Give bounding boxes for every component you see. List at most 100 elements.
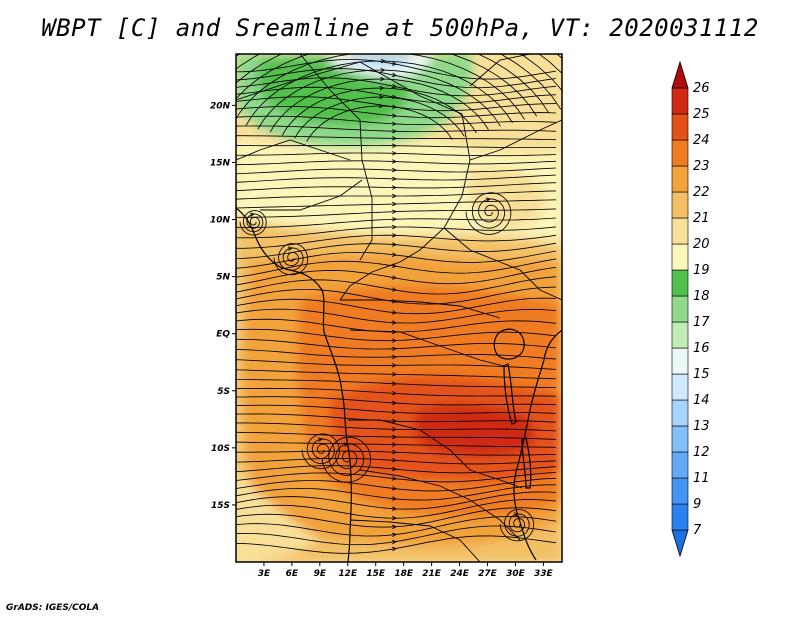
colorbar-label: 26	[693, 81, 710, 96]
colorbar-swatch	[671, 373, 689, 401]
streamline-arrow	[379, 85, 385, 91]
colorbar-swatch	[671, 243, 689, 271]
streamline-arrow	[392, 442, 398, 447]
streamline-arrow	[391, 410, 398, 415]
colorbar-label: 15	[693, 367, 710, 382]
streamline-arrow	[317, 437, 324, 442]
streamline-arrow	[485, 197, 492, 202]
streamline	[257, 69, 501, 130]
streamline-arrow	[391, 275, 398, 280]
streamline-arrow	[391, 310, 398, 315]
streamlines	[236, 5, 562, 554]
colorbar-label: 24	[693, 133, 710, 148]
y-tick-label: 5N	[216, 273, 230, 283]
colorbar-swatch	[671, 87, 689, 115]
streamline-arrow	[392, 354, 398, 360]
west-africa-coastline	[236, 207, 352, 562]
colorbar-label: 22	[693, 185, 710, 200]
colorbar-swatch	[671, 399, 689, 427]
y-axis: 20N 15N 10N 5N EQ 5S 10S 15S	[210, 101, 236, 511]
streamline-arrow	[392, 233, 398, 238]
x-tick-label: 15E	[366, 569, 386, 579]
streamline-arrow	[392, 176, 398, 182]
y-tick-label: 15S	[211, 501, 230, 511]
streamline-arrow	[391, 363, 398, 368]
colorbar-label: 11	[693, 471, 710, 486]
x-tick-label: 30E	[506, 569, 526, 579]
streamline-arrow	[392, 167, 398, 173]
streamline-arrow	[381, 58, 387, 64]
streamline-arrow	[391, 242, 398, 247]
streamline	[294, 96, 465, 139]
colorbar-swatch	[671, 217, 689, 245]
streamline-arrow	[391, 61, 398, 66]
x-tick-label: 9E	[314, 569, 327, 579]
streamline-arrow	[384, 5, 388, 9]
colorbar-label: 16	[693, 341, 710, 356]
streamline-arrow	[392, 128, 398, 134]
streamline-arrow	[391, 113, 398, 118]
streamline-arrow	[392, 371, 398, 377]
streamline-arrow	[513, 512, 520, 517]
lake-tanganyika	[503, 363, 517, 425]
x-tick-label: 33E	[534, 569, 554, 579]
streamline-arrow	[392, 217, 398, 222]
y-tick-label: 5S	[217, 387, 230, 397]
y-tick-label: 20N	[210, 101, 231, 111]
colorbar: 7 9 11 12 13 14 15 16 17 18 19 20 21 22 23 24 25 26	[671, 60, 710, 558]
streamline-arrow	[391, 143, 398, 148]
streamline-arrow	[392, 193, 398, 199]
x-tick-label: 3E	[258, 569, 271, 579]
x-axis: 3E 6E 9E 12E 15E 18E 21E 24E 27E 30E 33E	[258, 562, 554, 579]
streamline-arrow	[380, 76, 386, 82]
streamline-arrow	[378, 103, 384, 109]
streamline-arrow	[391, 287, 398, 292]
colorbar-label: 20	[693, 237, 710, 252]
streamline-arrow	[391, 83, 398, 89]
map-frame	[235, 53, 563, 563]
streamline	[236, 54, 562, 110]
streamline	[269, 78, 489, 133]
streamline-arrow	[391, 486, 398, 491]
streamline-arrow	[391, 224, 398, 230]
country-borders	[236, 54, 562, 562]
streamline	[306, 105, 453, 142]
colorbar-swatch	[671, 451, 689, 479]
streamline-arrow	[391, 458, 398, 463]
streamline-arrow	[391, 434, 398, 440]
grads-credit: GrADS: IGES/COLA	[6, 603, 100, 613]
colorbar-label: 21	[693, 211, 710, 226]
colorbar-swatch	[671, 113, 689, 141]
x-tick-label: 21E	[422, 569, 442, 579]
colorbar-label: 25	[693, 107, 710, 122]
colorbar-swatch	[671, 321, 689, 349]
streamline	[236, 54, 550, 114]
lake-malawi	[521, 437, 532, 489]
streamline-arrow	[391, 94, 398, 99]
colorbar-swatch	[671, 295, 689, 323]
streamline-arrow	[392, 201, 398, 207]
x-tick-label: 6E	[286, 569, 299, 579]
streamline	[245, 60, 513, 127]
streamline-arrow	[287, 246, 294, 251]
colorbar-min-triangle	[671, 529, 689, 558]
colorbar-swatch	[671, 191, 689, 219]
colorbar-label: 9	[693, 497, 701, 512]
streamline-arrow	[380, 67, 386, 73]
shade-region	[236, 470, 320, 562]
streamline-arrow	[391, 121, 398, 126]
streamline-arrow	[391, 381, 398, 386]
streamline-arrow	[391, 524, 398, 530]
streamline-arrow	[392, 151, 398, 156]
streamline-arrow	[392, 346, 398, 352]
streamline-arrow	[391, 546, 398, 552]
lake-victoria	[493, 328, 525, 360]
streamline	[236, 54, 525, 120]
colorbar-max-triangle	[671, 60, 689, 89]
colorbar-swatch	[671, 139, 689, 167]
streamline-arrow	[391, 400, 398, 406]
chart-title: WBPT [C] and Sreamline at 500hPa, VT: 20…	[41, 14, 759, 42]
streamline-arrow	[391, 506, 398, 511]
colorbar-label: 23	[693, 159, 710, 174]
